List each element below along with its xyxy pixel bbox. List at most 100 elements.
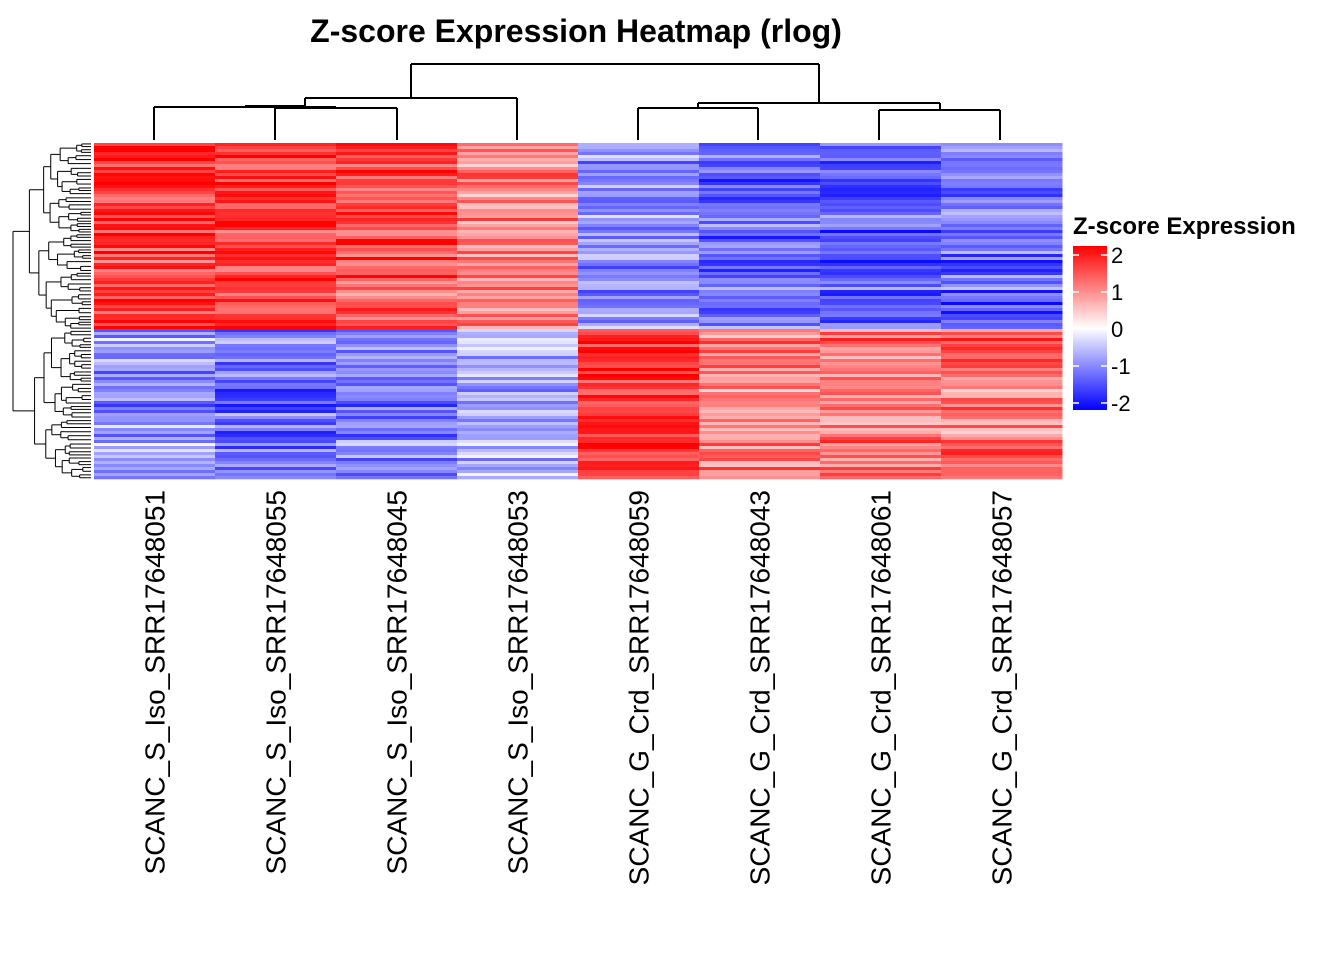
heatmap-cell	[941, 374, 1063, 378]
heatmap-cell	[820, 467, 942, 471]
heatmap-cell	[457, 230, 579, 234]
heatmap-cell	[820, 389, 942, 393]
heatmap-cell	[699, 170, 821, 174]
heatmap-cell	[941, 191, 1063, 195]
heatmap-cell	[457, 407, 579, 411]
heatmap-cell	[94, 254, 216, 258]
heatmap-cell	[94, 428, 216, 432]
heatmap-cell	[94, 464, 216, 468]
heatmap-cell	[94, 281, 216, 285]
heatmap-cell	[699, 461, 821, 465]
heatmap-cell	[94, 371, 216, 375]
heatmap-cell	[215, 338, 337, 342]
heatmap-cell	[578, 425, 700, 429]
heatmap-cell	[94, 200, 216, 204]
heatmap-cell	[336, 302, 458, 306]
heatmap-cell	[215, 449, 337, 453]
heatmap-cell	[336, 356, 458, 360]
heatmap-cell	[578, 395, 700, 399]
heatmap-cell	[941, 452, 1063, 456]
heatmap-cell	[215, 386, 337, 390]
heatmap-cell	[215, 158, 337, 162]
heatmap-cell	[94, 332, 216, 336]
column-label: SCANC_G_Crd_SRR17648057	[987, 490, 1018, 885]
heatmap-cell	[699, 308, 821, 312]
heatmap-cell	[941, 287, 1063, 291]
heatmap-cell	[457, 449, 579, 453]
heatmap-cell	[578, 356, 700, 360]
heatmap-cell	[215, 242, 337, 246]
heatmap-cell	[94, 155, 216, 159]
heatmap-cell	[941, 338, 1063, 342]
heatmap-cell	[699, 332, 821, 336]
heatmap-cell	[336, 200, 458, 204]
heatmap-cell	[941, 392, 1063, 396]
heatmap-cell	[215, 203, 337, 207]
heatmap-cell	[820, 470, 942, 474]
heatmap-cell	[820, 392, 942, 396]
heatmap-cell	[941, 458, 1063, 462]
heatmap-cell	[336, 221, 458, 225]
heatmap-cell	[941, 473, 1063, 477]
heatmap-cell	[820, 437, 942, 441]
heatmap-cell	[578, 302, 700, 306]
heatmap-cell	[820, 407, 942, 411]
heatmap-cell	[941, 371, 1063, 375]
heatmap-cell	[578, 392, 700, 396]
heatmap-cell	[336, 173, 458, 177]
heatmap-cell	[941, 359, 1063, 363]
heatmap-cell	[578, 347, 700, 351]
heatmap-cell	[215, 179, 337, 183]
heatmap-cell	[336, 443, 458, 447]
heatmap-cell	[941, 308, 1063, 312]
heatmap-cell	[94, 197, 216, 201]
heatmap-cell	[215, 149, 337, 153]
heatmap-cell	[941, 272, 1063, 276]
heatmap-cell	[578, 281, 700, 285]
heatmap-cell	[457, 152, 579, 156]
heatmap-cell	[457, 335, 579, 339]
heatmap-cell	[699, 452, 821, 456]
heatmap-cell	[457, 305, 579, 309]
heatmap-cell	[820, 233, 942, 237]
heatmap-cell	[820, 149, 942, 153]
heatmap-cell	[699, 311, 821, 315]
heatmap-cell	[578, 314, 700, 318]
column-label: SCANC_S_Iso_SRR17648053	[503, 490, 534, 874]
heatmap-cell	[457, 446, 579, 450]
heatmap-cell	[215, 239, 337, 243]
heatmap-cell	[578, 371, 700, 375]
heatmap-cell	[215, 443, 337, 447]
heatmap-cell	[94, 233, 216, 237]
heatmap-cell	[699, 260, 821, 264]
heatmap-cell	[578, 272, 700, 276]
heatmap-cell	[336, 404, 458, 408]
heatmap-cell	[699, 425, 821, 429]
heatmap-cell	[699, 269, 821, 273]
heatmap-cell	[215, 185, 337, 189]
heatmap-cell	[94, 335, 216, 339]
heatmap-cell	[578, 410, 700, 414]
heatmap-cell	[941, 257, 1063, 261]
heatmap-cell	[699, 164, 821, 168]
heatmap-cell	[94, 275, 216, 279]
heatmap-cell	[941, 437, 1063, 441]
heatmap-cell	[94, 353, 216, 357]
heatmap-cell	[94, 302, 216, 306]
heatmap-cell	[215, 143, 337, 147]
heatmap-cell	[457, 248, 579, 252]
heatmap-cell	[457, 326, 579, 330]
heatmap-cell	[215, 224, 337, 228]
heatmap-cell	[699, 272, 821, 276]
heatmap-cell	[457, 227, 579, 231]
legend-colorbar	[1073, 246, 1107, 410]
heatmap-cell	[215, 197, 337, 201]
heatmap-cell	[457, 338, 579, 342]
heatmap-cell	[941, 161, 1063, 165]
heatmap-cell	[215, 464, 337, 468]
heatmap-cell	[94, 392, 216, 396]
column-label: SCANC_G_Crd_SRR17648043	[745, 490, 776, 885]
heatmap-cell	[336, 230, 458, 234]
heatmap-cell	[457, 221, 579, 225]
heatmap-cell	[941, 317, 1063, 321]
